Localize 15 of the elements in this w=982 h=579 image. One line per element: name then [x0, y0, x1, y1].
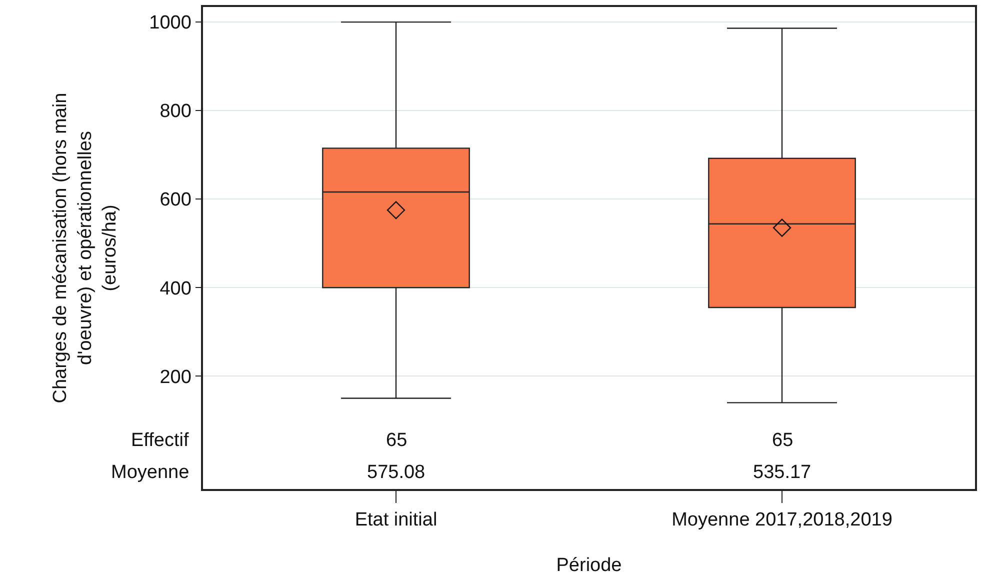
y-tick-label: 200 — [160, 366, 192, 388]
x-tick-label: Moyenne 2017,2018,2019 — [672, 510, 892, 531]
annotation: 535.17 — [753, 462, 812, 483]
x-tick-label: Etat initial — [354, 510, 438, 531]
annotation: 65 — [772, 430, 794, 451]
text: Effectif — [131, 430, 190, 451]
y-tick-label: 400 — [160, 278, 192, 300]
x-axis-title: Période — [556, 554, 622, 576]
y-tick-label: 800 — [160, 101, 192, 122]
text: Moyenne — [111, 462, 190, 483]
annotation: 65 — [386, 430, 408, 451]
y-tick-label: 1000 — [149, 12, 192, 34]
y-tick-label: 600 — [160, 190, 192, 211]
annotation: 575.08 — [367, 462, 426, 483]
y-axis-title: Charges de mécanisation (hors main d'oeuvre) et opérationnelles (euros/ha) — [50, 92, 121, 404]
